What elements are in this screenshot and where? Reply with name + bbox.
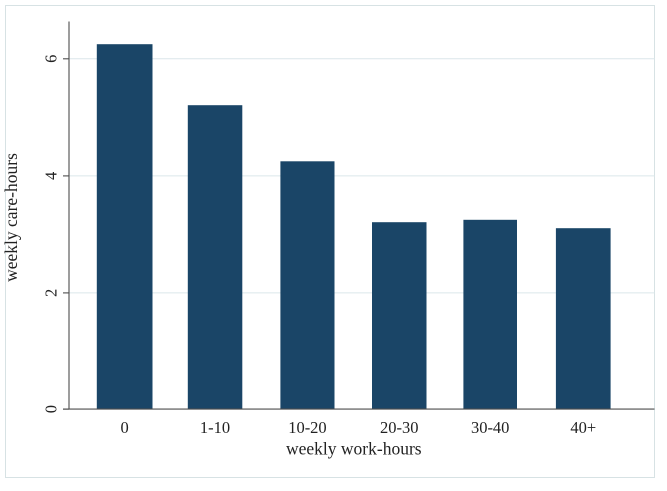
svg-text:30-40: 30-40	[471, 418, 510, 437]
svg-text:weekly work-hours: weekly work-hours	[286, 439, 422, 459]
svg-text:20-30: 20-30	[380, 418, 419, 437]
svg-text:weekly care-hours: weekly care-hours	[1, 153, 21, 282]
svg-text:0: 0	[42, 405, 61, 413]
svg-text:40+: 40+	[570, 418, 596, 437]
svg-text:4: 4	[42, 172, 61, 180]
svg-text:2: 2	[42, 289, 61, 297]
svg-text:6: 6	[42, 55, 61, 63]
svg-text:0: 0	[121, 418, 129, 437]
svg-text:10-20: 10-20	[288, 418, 327, 437]
svg-text:1-10: 1-10	[200, 418, 230, 437]
